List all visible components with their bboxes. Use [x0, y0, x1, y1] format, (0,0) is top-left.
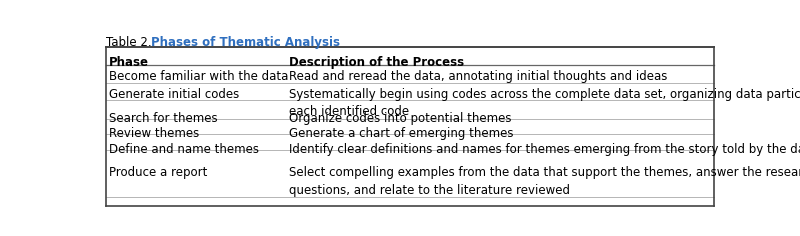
- Text: Search for themes: Search for themes: [110, 112, 218, 125]
- Text: Define and name themes: Define and name themes: [110, 143, 259, 156]
- Text: Systematically begin using codes across the complete data set, organizing data p: Systematically begin using codes across …: [289, 88, 800, 118]
- Text: Read and reread the data, annotating initial thoughts and ideas: Read and reread the data, annotating ini…: [289, 70, 667, 83]
- Text: Produce a report: Produce a report: [110, 166, 208, 179]
- Text: Generate a chart of emerging themes: Generate a chart of emerging themes: [289, 127, 514, 140]
- Text: Generate initial codes: Generate initial codes: [110, 88, 239, 101]
- Text: Organize codes into potential themes: Organize codes into potential themes: [289, 112, 512, 125]
- Text: Table 2.: Table 2.: [106, 37, 155, 50]
- Text: Phases of Thematic Analysis: Phases of Thematic Analysis: [151, 37, 341, 50]
- Text: Identify clear definitions and names for themes emerging from the story told by : Identify clear definitions and names for…: [289, 143, 800, 156]
- Text: Review themes: Review themes: [110, 127, 199, 140]
- Text: Description of the Process: Description of the Process: [289, 56, 464, 69]
- Text: Select compelling examples from the data that support the themes, answer the res: Select compelling examples from the data…: [289, 166, 800, 197]
- Text: Phase: Phase: [110, 56, 150, 69]
- Text: Become familiar with the data: Become familiar with the data: [110, 70, 289, 83]
